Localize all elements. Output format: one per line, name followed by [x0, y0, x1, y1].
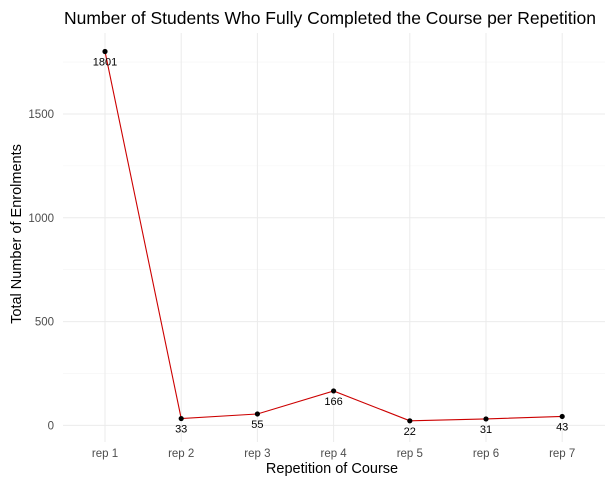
- data-label: 43: [556, 421, 568, 433]
- x-tick-label: rep 6: [473, 448, 499, 460]
- y-axis-ticks: 0 500 1000 1500: [28, 109, 54, 432]
- data-point: [254, 411, 260, 417]
- data-label: 1801: [93, 56, 117, 68]
- data-point: [483, 416, 489, 422]
- major-gridlines: [63, 33, 605, 442]
- data-point: [102, 48, 108, 55]
- x-tick-label: rep 7: [549, 448, 575, 460]
- data-point: [407, 418, 413, 424]
- y-tick-label: 0: [48, 420, 54, 432]
- data-label: 55: [251, 419, 263, 431]
- data-label: 33: [175, 424, 187, 436]
- chart-title: Number of Students Who Fully Completed t…: [64, 8, 596, 28]
- y-tick-label: 500: [35, 317, 54, 329]
- data-label: 22: [404, 426, 416, 438]
- x-tick-label: rep 3: [244, 448, 270, 460]
- x-axis-title: Repetition of Course: [266, 461, 398, 477]
- data-point: [559, 413, 565, 420]
- data-label: 166: [324, 396, 342, 408]
- data-labels: 1801 33 55 166 22 31 43: [93, 56, 569, 437]
- data-label: 31: [480, 424, 492, 436]
- x-tick-label: rep 5: [397, 448, 423, 460]
- data-points: [102, 48, 565, 424]
- x-tick-label: rep 2: [168, 448, 194, 460]
- data-point: [331, 388, 337, 394]
- x-tick-label: rep 4: [320, 448, 347, 460]
- y-tick-label: 1500: [28, 109, 54, 121]
- y-tick-label: 1000: [28, 213, 54, 225]
- x-tick-label: rep 1: [92, 448, 118, 460]
- x-axis-ticks: rep 1 rep 2 rep 3 rep 4 rep 5 rep 6 rep 7: [92, 448, 575, 460]
- data-point: [178, 415, 184, 422]
- y-axis-title: Total Number of Enrolments: [9, 144, 25, 324]
